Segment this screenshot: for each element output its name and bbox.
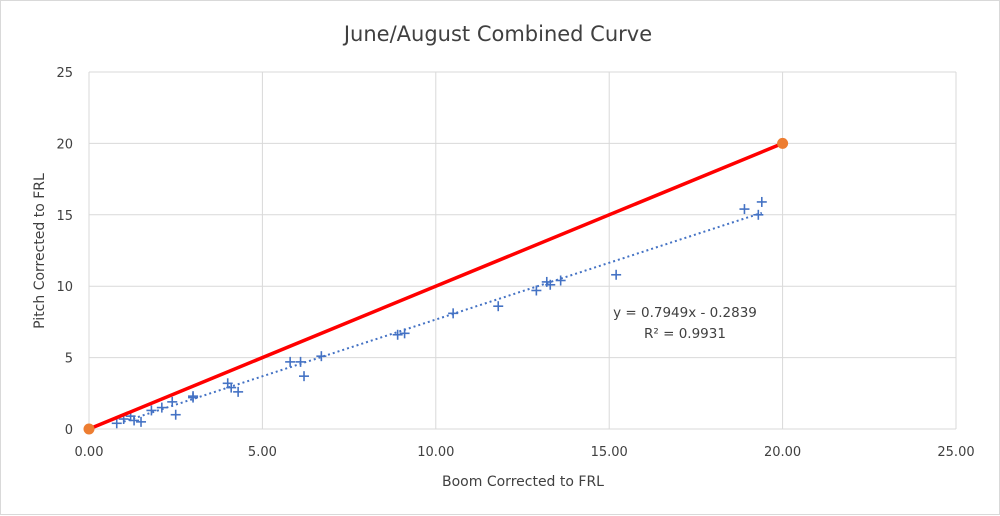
x-tick-label: 0.00 bbox=[75, 445, 104, 460]
gridlines bbox=[88, 71, 957, 430]
trendline-r-squared: R² = 0.9931 bbox=[644, 326, 726, 342]
x-tick-label: 15.00 bbox=[591, 445, 628, 460]
trendline-equation: y = 0.7949x - 0.2839 bbox=[613, 305, 757, 321]
data-point-cross bbox=[167, 396, 178, 407]
data-point-cross bbox=[285, 356, 296, 367]
data-series-layer bbox=[111, 196, 767, 429]
reference-line-endpoint bbox=[83, 423, 95, 435]
y-tick-label: 0 bbox=[65, 423, 73, 438]
reference-line-layer bbox=[83, 137, 789, 435]
data-point-cross bbox=[111, 418, 122, 429]
reference-line bbox=[88, 141, 784, 431]
data-point-cross bbox=[493, 301, 504, 312]
x-tick-label: 10.00 bbox=[417, 445, 454, 460]
data-point-cross bbox=[756, 196, 767, 207]
data-point-cross bbox=[295, 356, 306, 367]
data-point-cross bbox=[129, 415, 140, 426]
data-point-cross bbox=[399, 328, 410, 339]
data-point-cross bbox=[753, 209, 764, 220]
data-point-cross bbox=[136, 416, 147, 427]
x-tick-label: 20.00 bbox=[764, 445, 801, 460]
data-point-cross bbox=[555, 275, 566, 286]
x-axis-title: Boom Corrected to FRL bbox=[442, 474, 604, 490]
data-point-cross bbox=[392, 329, 403, 340]
data-point-cross bbox=[226, 382, 237, 393]
data-point-cross bbox=[146, 405, 157, 416]
data-point-cross bbox=[188, 392, 199, 403]
data-point-cross bbox=[156, 402, 167, 413]
data-point-cross bbox=[170, 409, 181, 420]
y-tick-label: 20 bbox=[56, 137, 73, 152]
data-point-cross bbox=[316, 351, 327, 362]
data-point-cross bbox=[448, 308, 459, 319]
y-tick-label: 25 bbox=[56, 66, 73, 81]
y-tick-label: 5 bbox=[65, 352, 73, 367]
x-axis-tick-labels: 0.00 5.00 10.00 15.00 20.00 25.00 bbox=[75, 445, 975, 460]
y-tick-label: 15 bbox=[56, 209, 73, 224]
data-point-cross bbox=[233, 386, 244, 397]
data-point-cross bbox=[545, 279, 556, 290]
y-axis-tick-labels: 0 5 10 15 20 25 bbox=[56, 66, 73, 438]
reference-line-endpoint bbox=[777, 137, 789, 149]
data-point-cross bbox=[531, 285, 542, 296]
chart-title: June/August Combined Curve bbox=[342, 22, 652, 46]
x-tick-label: 25.00 bbox=[937, 445, 974, 460]
y-axis-title: Pitch Corrected to FRL bbox=[32, 173, 48, 329]
y-tick-label: 10 bbox=[56, 280, 73, 295]
data-point-cross bbox=[739, 204, 750, 215]
x-tick-label: 5.00 bbox=[248, 445, 277, 460]
data-point-cross bbox=[611, 269, 622, 280]
data-point-cross bbox=[299, 371, 310, 382]
